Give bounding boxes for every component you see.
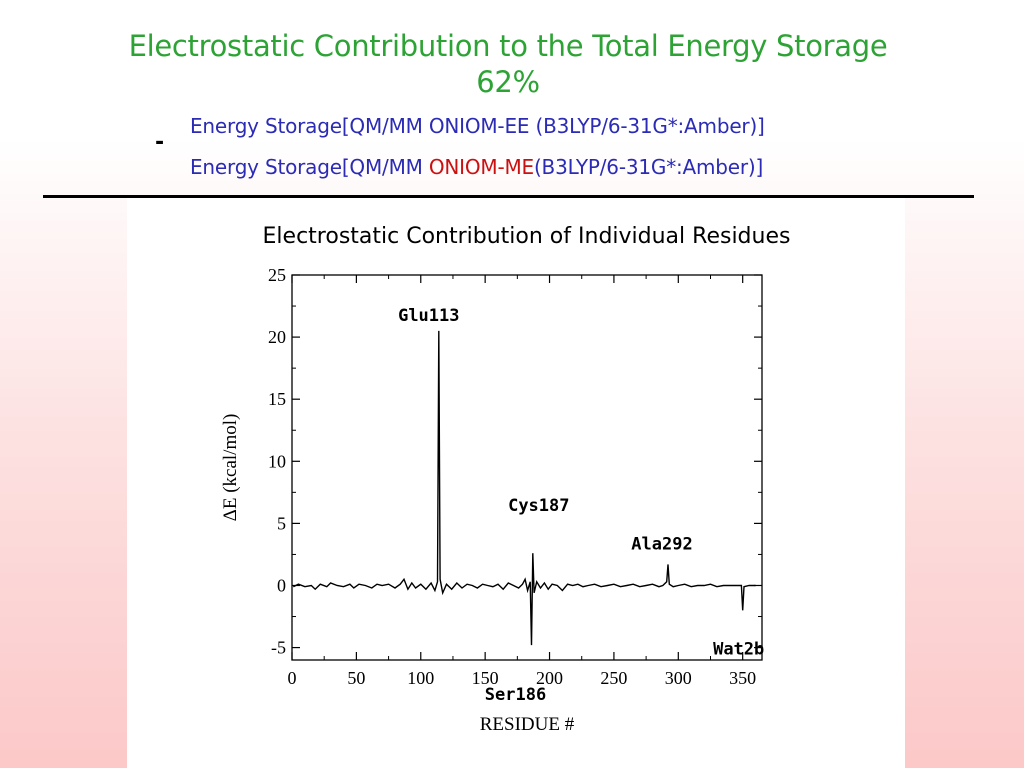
x-tick-label: 250 — [600, 668, 627, 688]
y-tick-label: 5 — [277, 513, 286, 533]
x-axis-title: RESIDUE # — [480, 714, 575, 735]
plot-frame — [291, 274, 763, 661]
denominator-prefix: Energy Storage[QM/MM — [190, 155, 429, 179]
y-tick-label: 15 — [268, 389, 286, 409]
x-tick-label: 200 — [536, 668, 563, 688]
x-tick-label: 300 — [665, 668, 692, 688]
annotation-label: Ala292 — [631, 534, 692, 554]
annotation-label: Cys187 — [508, 496, 569, 516]
x-tick-label: 0 — [288, 668, 297, 688]
denominator-highlight: ONIOM-ME — [428, 155, 534, 179]
series-line — [292, 330, 756, 646]
annotations-layer: Glu113 Cys187 Ser186 Ala292 Wat2b — [398, 306, 764, 705]
title-divider — [43, 195, 974, 198]
x-tick-label: 100 — [407, 668, 434, 688]
denominator-suffix: (B3LYP/6-31G*:Amber)] — [533, 155, 764, 179]
x-tick-label: 50 — [347, 668, 365, 688]
slide-title-line1: Electrostatic Contribution to the Total … — [128, 29, 888, 63]
y-tick-label: 25 — [268, 265, 286, 285]
y-tick-label: 10 — [268, 451, 286, 471]
y-tick-label: 20 — [268, 327, 286, 347]
x-tick-label: 350 — [729, 668, 756, 688]
minus-sign: - — [155, 130, 165, 155]
annotation-label: Ser186 — [485, 685, 546, 705]
x-tick-label: 150 — [472, 668, 499, 688]
formula-numerator: Energy Storage[QM/MM ONIOM-EE (B3LYP/6-3… — [190, 114, 765, 138]
annotation-label: Wat2b — [713, 639, 764, 659]
y-tick-label: 0 — [277, 575, 286, 595]
y-tick-label: -5 — [271, 638, 286, 658]
chart-panel — [127, 198, 905, 768]
formula-denominator: Energy Storage[QM/MM ONIOM-ME(B3LYP/6-31… — [190, 155, 763, 179]
annotation-label: Glu113 — [398, 306, 459, 326]
slide-title: Electrostatic Contribution to the Total … — [0, 28, 1016, 100]
y-axis-title: ΔE (kcal/mol) — [220, 414, 241, 522]
chart-title: Electrostatic Contribution of Individual… — [262, 224, 791, 249]
slide-title-line2: 62% — [476, 65, 540, 99]
